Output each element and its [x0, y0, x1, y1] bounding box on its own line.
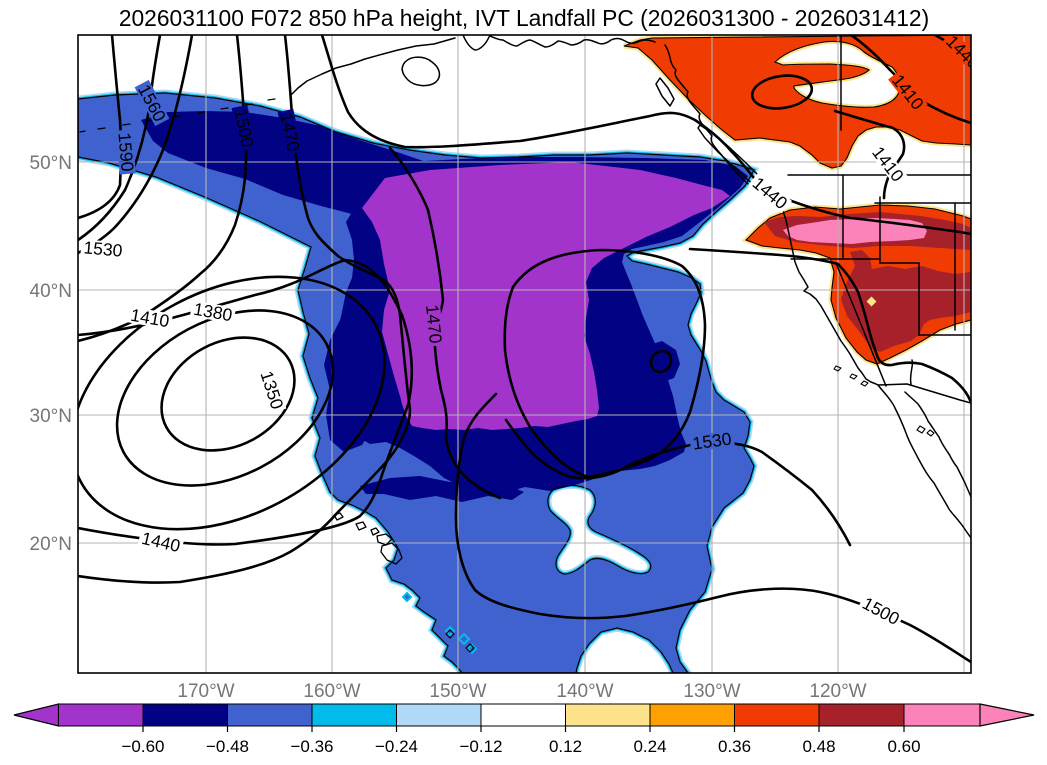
svg-text:170°W: 170°W: [177, 681, 234, 702]
svg-text:0.12: 0.12: [549, 737, 582, 756]
svg-text:1530: 1530: [83, 237, 124, 260]
svg-text:−0.12: −0.12: [459, 737, 502, 756]
svg-text:50°N: 50°N: [30, 153, 72, 174]
svg-text:130°W: 130°W: [683, 681, 740, 702]
svg-text:−0.36: −0.36: [290, 737, 333, 756]
svg-text:140°W: 140°W: [556, 681, 613, 702]
svg-text:40°N: 40°N: [30, 281, 72, 302]
svg-text:0.36: 0.36: [718, 737, 751, 756]
svg-text:120°W: 120°W: [809, 681, 866, 702]
svg-text:0.48: 0.48: [802, 737, 835, 756]
svg-text:−0.48: −0.48: [206, 737, 249, 756]
svg-text:0.24: 0.24: [633, 737, 666, 756]
svg-text:0.60: 0.60: [887, 737, 920, 756]
svg-text:1470: 1470: [422, 304, 446, 345]
svg-text:20°N: 20°N: [30, 534, 72, 555]
svg-text:2026031100 F072 850 hPa height: 2026031100 F072 850 hPa height, IVT Land…: [119, 5, 929, 31]
svg-text:−0.24: −0.24: [375, 737, 418, 756]
svg-text:1590: 1590: [114, 132, 137, 173]
svg-text:30°N: 30°N: [30, 406, 72, 427]
svg-text:160°W: 160°W: [303, 681, 360, 702]
svg-text:−0.60: −0.60: [121, 737, 164, 756]
svg-text:150°W: 150°W: [429, 681, 486, 702]
